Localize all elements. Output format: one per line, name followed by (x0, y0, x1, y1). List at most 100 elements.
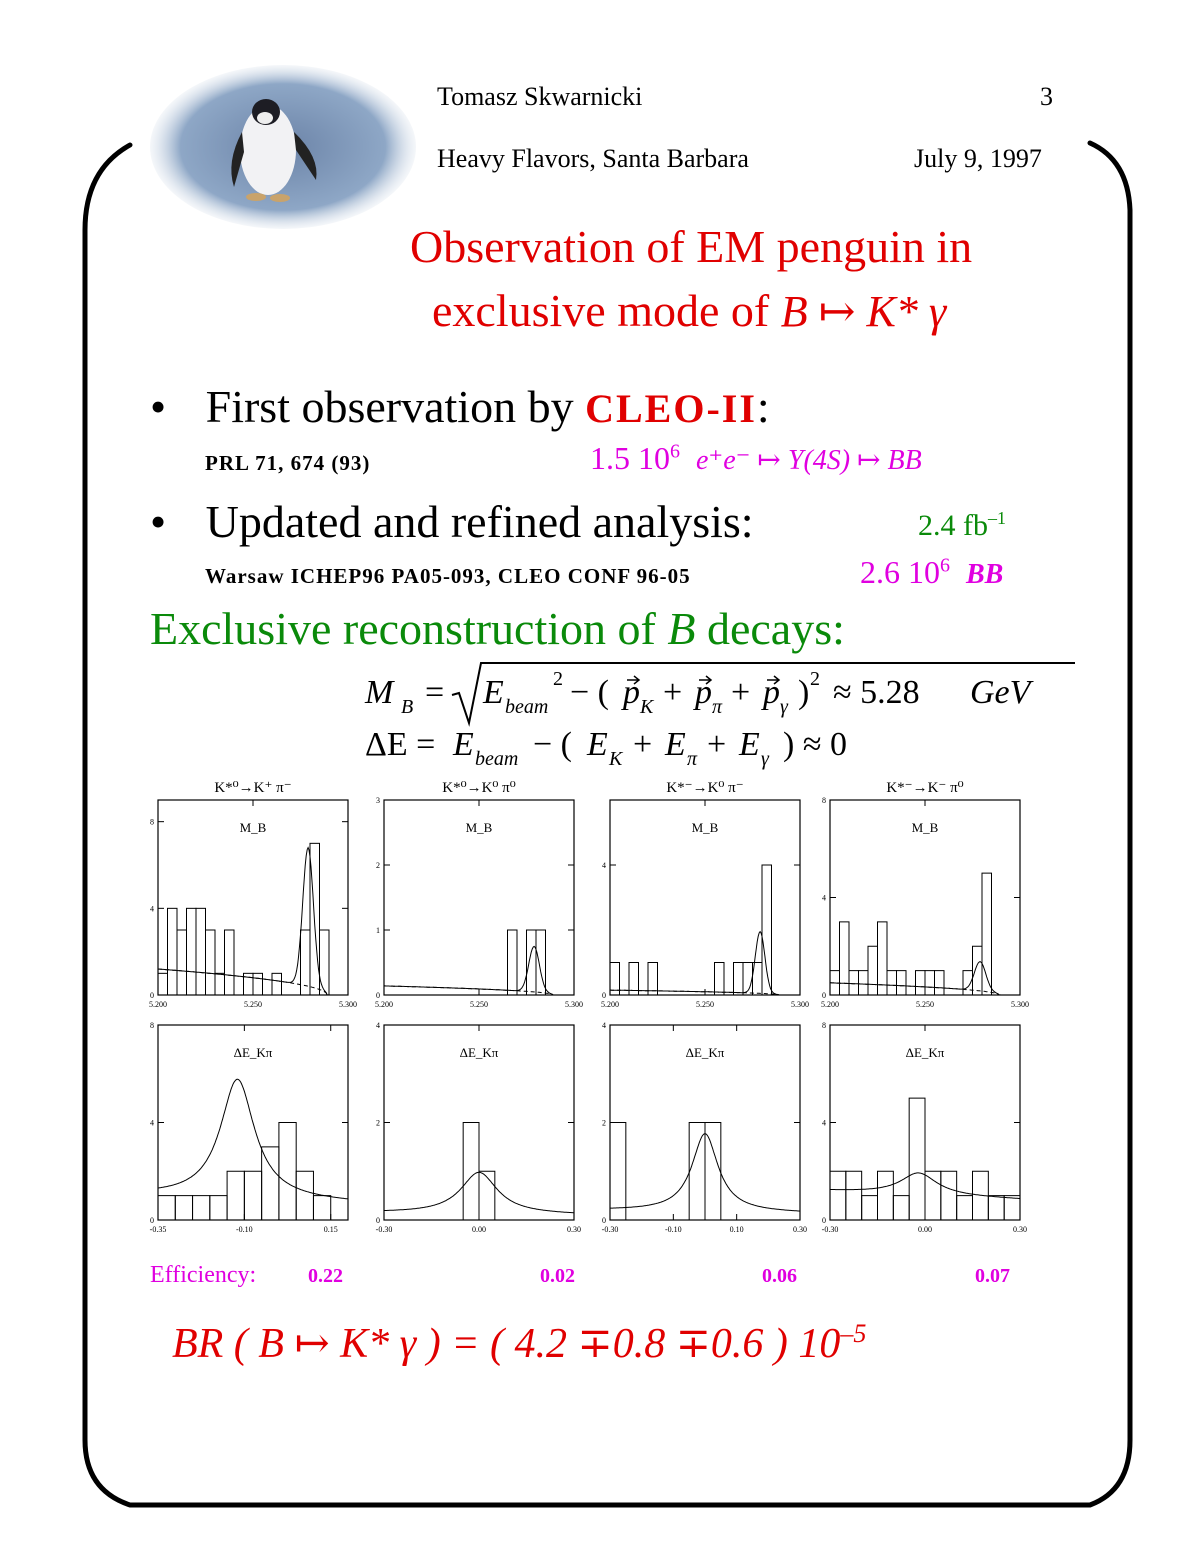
x-tick-label: 5.200 (601, 1000, 619, 1009)
histogram-bin (877, 921, 888, 996)
x-tick-label: 5.300 (565, 1000, 583, 1009)
histogram-bin (858, 970, 869, 996)
plot-variable-label: M_B (692, 820, 719, 835)
y-tick-label: 4 (376, 1021, 380, 1030)
histogram-bin (892, 1195, 910, 1221)
reference-prl: PRL 71, 674 (93) (205, 451, 371, 475)
histogram-bin (733, 962, 744, 996)
histogram-bin (886, 970, 897, 996)
luminosity: 2.4 fb–1 (918, 508, 1006, 543)
x-tick-label: 5.300 (339, 1000, 357, 1009)
reference-ichep: Warsaw ICHEP96 PA05-093, CLEO CONF 96-05 (205, 564, 691, 588)
y-tick-label: 0 (822, 991, 826, 1000)
title-formula: B ↦ K* γ (780, 287, 947, 336)
histogram-bin (924, 970, 935, 996)
x-tick-label: -0.10 (665, 1225, 682, 1234)
histogram-grid: K*⁰→K⁺ π⁻ M_B 0 4 8 5.200 5.250 5.300 K*⁰→K⁰ π⁰ M… (149, 780, 1029, 1234)
histogram-bin (186, 907, 197, 996)
stat-formula: BB (966, 559, 1004, 590)
x-tick-label: -0.35 (150, 1225, 167, 1234)
x-tick-label: 0.30 (567, 1225, 581, 1234)
x-tick-label: 0.00 (472, 1225, 486, 1234)
y-tick-label: 4 (822, 894, 826, 903)
y-tick-label: 2 (376, 861, 380, 870)
x-tick-label: 0.15 (324, 1225, 338, 1234)
histogram-bin (704, 1122, 722, 1221)
histogram-bin (214, 972, 225, 996)
plus-3: + (633, 726, 652, 763)
y-tick-label: 0 (376, 1216, 380, 1225)
plot-variable-label: ΔE_Kπ (234, 1045, 273, 1060)
histogram-bin (243, 1170, 263, 1221)
histogram-bin (609, 1122, 627, 1221)
y-tick-label: 4 (150, 904, 154, 913)
efficiency-value-1: 0.22 (308, 1265, 343, 1287)
y-tick-label: 0 (822, 1216, 826, 1225)
delta-e-lhs: ΔE = (365, 726, 435, 763)
histogram-bin (195, 907, 206, 996)
plot-column-title: K*⁰→K⁰ π⁰ (442, 780, 516, 796)
conference-name: Heavy Flavors, Santa Barbara (437, 144, 749, 173)
histogram-bin (761, 864, 772, 996)
histogram-bin (205, 929, 216, 996)
fit-curve (830, 1172, 1020, 1199)
stat-exponent: 6 (940, 554, 950, 577)
mb-symbol: M (364, 674, 395, 711)
plot-column-title: K*⁻→K⁰ π⁻ (666, 780, 743, 796)
histogram-bin (174, 1195, 194, 1221)
plus-2: + (731, 674, 750, 711)
page-number: 3 (1040, 82, 1053, 111)
background-curve (610, 989, 800, 996)
branching-ratio-result: BR ( B ↦ K* γ ) = ( 4.2 ∓0.8 ∓0.6 ) 10–5 (172, 1318, 866, 1368)
histogram-bin (934, 970, 945, 996)
y-tick-label: 3 (376, 796, 380, 805)
histogram-bin (908, 1097, 926, 1221)
histogram-bin (526, 929, 537, 996)
histogram-bin (609, 962, 620, 996)
beam-subscript: beam (505, 696, 548, 718)
histogram-bin (896, 970, 907, 996)
x-tick-label: -0.30 (376, 1225, 393, 1234)
y-tick-label: 4 (602, 861, 606, 870)
egamma-subscript: γ (761, 748, 770, 770)
x-tick-label: -0.30 (822, 1225, 839, 1234)
y-tick-label: 8 (150, 1021, 154, 1030)
histogram-bin (295, 1170, 314, 1221)
histogram-bin (278, 1122, 297, 1221)
x-tick-label: 5.250 (470, 1000, 488, 1009)
e-beam-2: E (452, 726, 474, 763)
ppi-subscript: π (712, 696, 723, 718)
y-tick-label: 4 (150, 1119, 154, 1128)
x-tick-label: 5.200 (821, 1000, 839, 1009)
y-tick-label: 1 (376, 926, 380, 935)
efficiency-value-2: 0.02 (540, 1265, 575, 1287)
bullet-colon: : (756, 381, 770, 432)
histogram-bin (915, 970, 926, 996)
histogram-bin (157, 1195, 176, 1221)
y-tick-label: 8 (150, 818, 154, 827)
x-tick-label: 5.200 (149, 1000, 167, 1009)
histogram-bin (981, 872, 992, 996)
exclusive-var: B (667, 603, 696, 654)
plot-variable-label: ΔE_Kπ (460, 1045, 499, 1060)
ek-symbol: E (586, 726, 608, 763)
histogram-bin (157, 972, 168, 996)
histogram-bin (956, 1195, 974, 1221)
bullet-marker: • (150, 381, 167, 432)
x-tick-label: 0.00 (918, 1225, 932, 1234)
beam-subscript-2: beam (475, 748, 518, 770)
histogram-bin (226, 1170, 245, 1221)
event-count-1: 1.5 106 e⁺e⁻ ↦ Υ(4S) ↦ BB (590, 440, 922, 477)
conference-date: July 9, 1997 (914, 144, 1042, 173)
stat-exponent: 6 (670, 440, 680, 463)
bullet-text: First observation by (205, 381, 574, 432)
histogram-bin (535, 929, 546, 996)
y-tick-label: 8 (822, 796, 826, 805)
histogram-bin (312, 1195, 332, 1221)
plot-variable-label: ΔE_Kπ (906, 1045, 945, 1060)
x-tick-label: 5.300 (1011, 1000, 1029, 1009)
histogram-bin (940, 1170, 958, 1221)
bullet-updated-analysis: • Updated and refined analysis: (150, 495, 754, 548)
result-text: BR ( B ↦ K* γ ) = ( 4.2 ∓0.8 ∓0.6 ) 10 (172, 1321, 841, 1367)
